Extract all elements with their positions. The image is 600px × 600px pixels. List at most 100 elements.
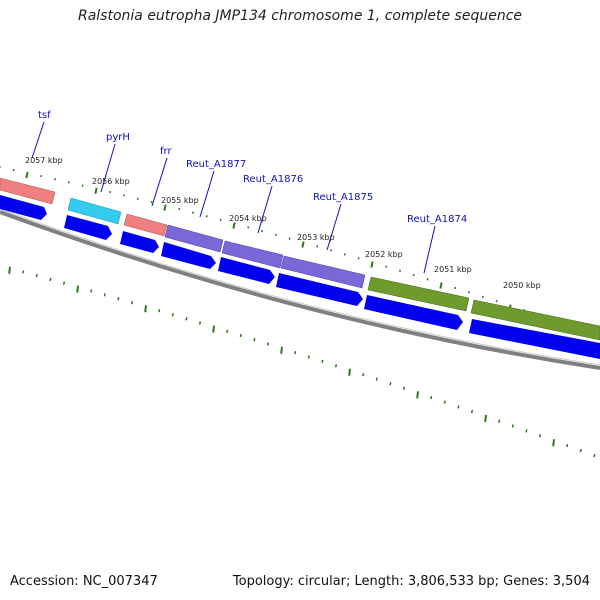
position-labels: 2057 kbp 2056 kbp 2055 kbp 2054 kbp 2053… (25, 156, 541, 290)
inner-minor-tick (253, 338, 256, 342)
cds-arrow-5[interactable] (218, 257, 275, 284)
cds-arrow-2[interactable] (64, 215, 112, 240)
kbp-label-2054: 2054 kbp (229, 214, 267, 223)
inner-minor-tick (375, 377, 378, 381)
inner-minor-tick (321, 359, 324, 363)
feature-row (0, 177, 600, 341)
inner-minor-tick (198, 321, 202, 325)
kbp-label-2052: 2052 kbp (365, 250, 403, 259)
gene-label-reut-a1877[interactable]: Reut_A1877 (186, 159, 246, 170)
inner-minor-tick (103, 293, 106, 297)
leader-frr (151, 157, 168, 207)
inner-minor-tick (90, 289, 93, 293)
inner-minor-tick (498, 419, 501, 423)
leader-a1874 (423, 225, 436, 274)
inner-minor-tick (511, 424, 514, 428)
cds-arrow-4[interactable] (161, 242, 216, 269)
inner-major-tick (552, 439, 555, 447)
inner-major-tick (348, 368, 351, 376)
inner-minor-tick (185, 317, 188, 321)
kbp-label-2050: 2050 kbp (503, 281, 541, 290)
inner-minor-tick (334, 364, 338, 368)
inner-minor-tick (171, 313, 174, 317)
inner-minor-tick (35, 274, 38, 278)
cds-arrow-8[interactable] (469, 319, 600, 359)
feature-frr[interactable] (123, 213, 168, 237)
inner-major-tick (416, 391, 419, 399)
inner-minor-tick (430, 395, 433, 400)
topology-summary: Topology: circular; Length: 3,806,533 bp… (232, 574, 590, 589)
inner-minor-tick (239, 333, 242, 338)
gene-label-tsf[interactable]: tsf (38, 110, 51, 121)
inner-minor-tick (525, 429, 528, 433)
inner-minor-tick (457, 405, 460, 409)
inner-major-tick (76, 285, 79, 293)
kbp-label-2051: 2051 kbp (434, 265, 472, 274)
inner-minor-tick (22, 270, 25, 274)
backbone-line (0, 210, 600, 370)
outer-major-tick (94, 187, 98, 194)
inner-minor-tick (62, 281, 66, 285)
kbp-label-2057: 2057 kbp (25, 156, 63, 165)
cds-arrow-3[interactable] (120, 231, 159, 253)
gene-label-frr[interactable]: frr (160, 146, 172, 157)
feature-reut-a1875[interactable] (280, 255, 366, 289)
inner-minor-tick (566, 443, 569, 448)
outer-major-tick (301, 241, 305, 248)
cds-arrow-row (0, 195, 600, 359)
kbp-label-2055: 2055 kbp (161, 196, 199, 205)
inner-major-tick (144, 305, 147, 313)
inner-major-tick (212, 325, 215, 333)
outer-major-tick (25, 171, 29, 179)
inner-minor-tick (294, 350, 297, 355)
gene-label-reut-a1874[interactable]: Reut_A1874 (407, 214, 467, 225)
feature-reut-a1877[interactable] (164, 224, 224, 253)
feature-reut-a1874[interactable] (367, 276, 470, 312)
leader-a1876 (257, 185, 273, 234)
inner-minor-tick (49, 277, 52, 282)
gene-label-reut-a1876[interactable]: Reut_A1876 (243, 174, 303, 185)
gene-label-reut-a1875[interactable]: Reut_A1875 (313, 192, 373, 203)
gene-leader-lines (31, 121, 436, 274)
inner-major-tick (484, 414, 487, 423)
accession-text: Accession: NC_007347 (10, 574, 158, 589)
kbp-label-2053: 2053 kbp (297, 233, 335, 242)
inner-minor-tick (226, 329, 229, 333)
inner-minor-tick (307, 355, 310, 359)
leader-pyrH (100, 143, 116, 193)
cds-arrow-6[interactable] (276, 273, 363, 306)
gene-labels: tsf pyrH frr Reut_A1877 Reut_A1876 Reut_… (38, 110, 467, 225)
feature-tsf[interactable] (0, 177, 56, 205)
leader-a1877 (199, 170, 215, 218)
inner-minor-tick (470, 409, 474, 414)
backbone-highlight (0, 208, 600, 366)
inner-minor-tick (593, 453, 596, 458)
map-title: Ralstonia eutropha JMP134 chromosome 1, … (77, 8, 522, 24)
feature-next-olive[interactable] (470, 299, 600, 341)
inner-major-tick (8, 266, 11, 274)
inner-minor-tick (117, 297, 120, 301)
inner-minor-tick (362, 373, 365, 377)
feature-reut-a1876[interactable] (221, 240, 284, 269)
kbp-label-2056: 2056 kbp (92, 177, 130, 186)
leader-a1875 (326, 203, 342, 251)
outer-major-tick (370, 261, 374, 268)
inner-minor-tick (402, 386, 406, 390)
feature-pyrH[interactable] (67, 197, 122, 225)
cds-arrow-7[interactable] (364, 295, 463, 330)
inner-minor-tick (266, 342, 270, 346)
leader-tsf (31, 121, 45, 159)
inner-minor-tick (579, 448, 582, 453)
inner-minor-tick (389, 382, 392, 386)
inner-major-tick (280, 346, 283, 354)
cds-arrow-1[interactable] (0, 195, 47, 220)
gene-label-pyrH[interactable]: pyrH (106, 132, 130, 143)
inner-minor-tick (538, 434, 542, 438)
inner-minor-tick (158, 309, 161, 313)
inner-minor-tick (443, 400, 446, 404)
inner-minor-tick (130, 301, 134, 305)
outer-major-tick (163, 204, 167, 211)
outer-major-tick (439, 282, 443, 289)
